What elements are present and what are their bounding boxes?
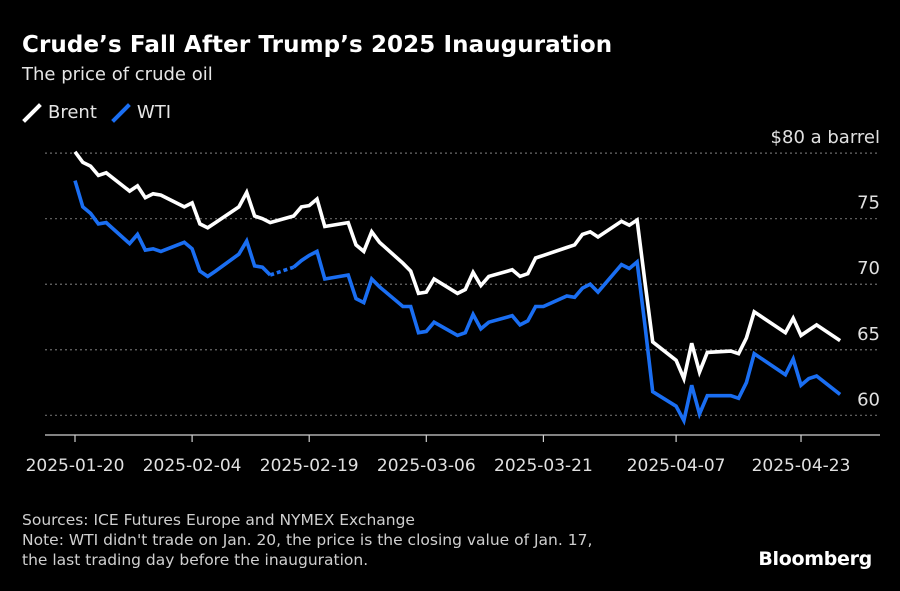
y-tick-label: $80 a barrel xyxy=(771,130,880,148)
chart-title: Crude’s Fall After Trump’s 2025 Inaugura… xyxy=(22,32,613,58)
y-tick-label: 65 xyxy=(857,324,880,345)
y-tick-label: 60 xyxy=(857,389,880,410)
x-tick-label: 2025-04-23 xyxy=(752,456,851,475)
x-tick-label: 2025-03-06 xyxy=(377,456,476,475)
legend-item-wti: WTI xyxy=(111,102,171,123)
y-tick-label: 70 xyxy=(857,258,880,279)
y-tick-label: 75 xyxy=(857,193,880,214)
bloomberg-logo: Bloomberg xyxy=(758,548,872,570)
x-tick-label: 2025-02-19 xyxy=(260,456,359,475)
x-tick-label: 2025-04-07 xyxy=(627,456,726,475)
legend-item-brent: Brent xyxy=(22,102,97,123)
legend-label-brent: Brent xyxy=(48,102,97,123)
brent-swatch-icon xyxy=(22,102,42,123)
chart-subtitle: The price of crude oil xyxy=(22,64,213,85)
x-tick-label: 2025-01-20 xyxy=(26,456,125,475)
note-line-2: the last trading day before the inaugura… xyxy=(22,551,369,569)
source-note: Sources: ICE Futures Europe and NYMEX Ex… xyxy=(22,511,415,529)
note-line-1: Note: WTI didn't trade on Jan. 20, the p… xyxy=(22,531,593,549)
series-line-wti xyxy=(292,248,842,426)
series-line-wti xyxy=(73,180,272,279)
legend: Brent WTI xyxy=(22,102,171,123)
x-tick-label: 2025-02-04 xyxy=(143,456,242,475)
legend-label-wti: WTI xyxy=(136,102,172,123)
line-chart: 60 65 70 75 $80 a barrel 2025-01-20 2025-02-04… xyxy=(26,130,880,475)
footer: Sources: ICE Futures Europe and NYMEX Ex… xyxy=(22,510,592,570)
wti-swatch-icon xyxy=(111,102,131,123)
series-line-wti-dashed xyxy=(269,265,295,277)
series-line-brent xyxy=(73,150,842,385)
x-tick-label: 2025-03-21 xyxy=(494,456,593,475)
